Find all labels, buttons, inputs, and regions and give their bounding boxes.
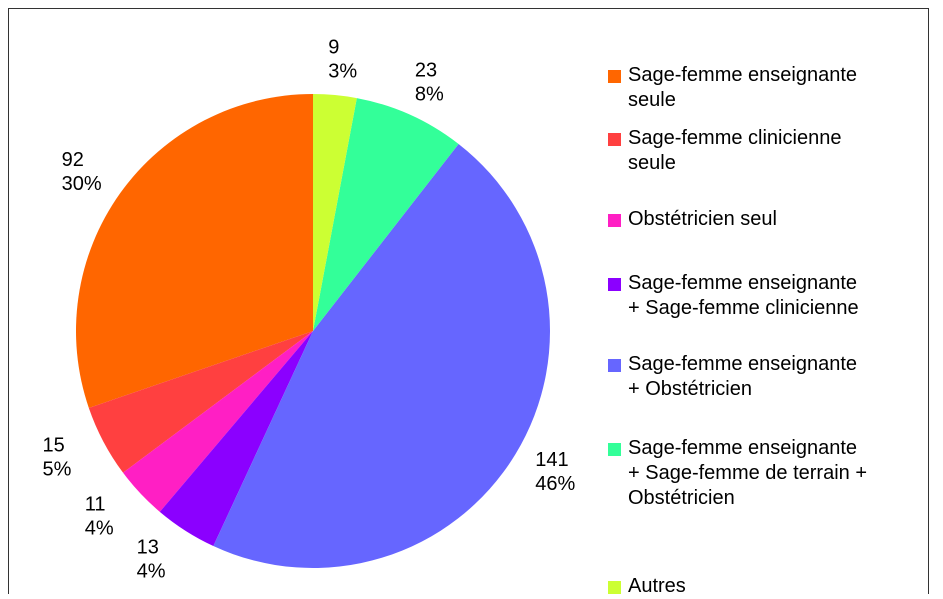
pie-slice <box>313 98 459 331</box>
legend-label: Sage-femme enseignante + Sage-femme clin… <box>628 272 859 319</box>
pie-slice <box>213 143 551 569</box>
value-label: 92 <box>62 149 84 171</box>
legend-label: Sage-femme clinicienne seule <box>628 127 842 174</box>
percent-label: 3% <box>328 60 357 82</box>
legend-label: Obstétricien seul <box>628 208 777 230</box>
legend-swatch <box>608 133 621 146</box>
legend-label: Autres <box>628 575 686 597</box>
percent-label: 30% <box>62 173 102 195</box>
legend-label: Sage-femme enseignante + Obstétricien <box>628 353 858 400</box>
legend-label: Sage-femme enseignante seule <box>628 64 858 111</box>
value-label: 13 <box>137 537 159 559</box>
legend-label: Sage-femme enseignante + Sage-femme de t… <box>628 437 868 509</box>
legend-swatch <box>608 359 621 372</box>
pie-slice <box>313 94 357 331</box>
percent-label: 8% <box>415 83 444 105</box>
value-label: 9 <box>328 36 339 58</box>
frame <box>8 8 929 594</box>
pie-slice <box>75 94 314 408</box>
value-label: 141 <box>535 449 568 471</box>
percent-label: 46% <box>535 473 575 495</box>
pie-slice <box>88 331 314 473</box>
legend-swatch <box>608 581 621 594</box>
legend-swatch <box>608 70 621 83</box>
percent-label: 4% <box>137 561 166 583</box>
pie-slice <box>159 331 313 547</box>
value-label: 23 <box>415 59 437 81</box>
legend-swatch <box>608 214 621 227</box>
legend-swatch <box>608 278 621 291</box>
pie-slice <box>123 331 314 512</box>
percent-label: 4% <box>85 518 114 540</box>
value-label: 15 <box>42 434 64 456</box>
value-label: 11 <box>85 494 106 516</box>
legend-swatch <box>608 443 621 456</box>
percent-label: 5% <box>42 458 71 480</box>
